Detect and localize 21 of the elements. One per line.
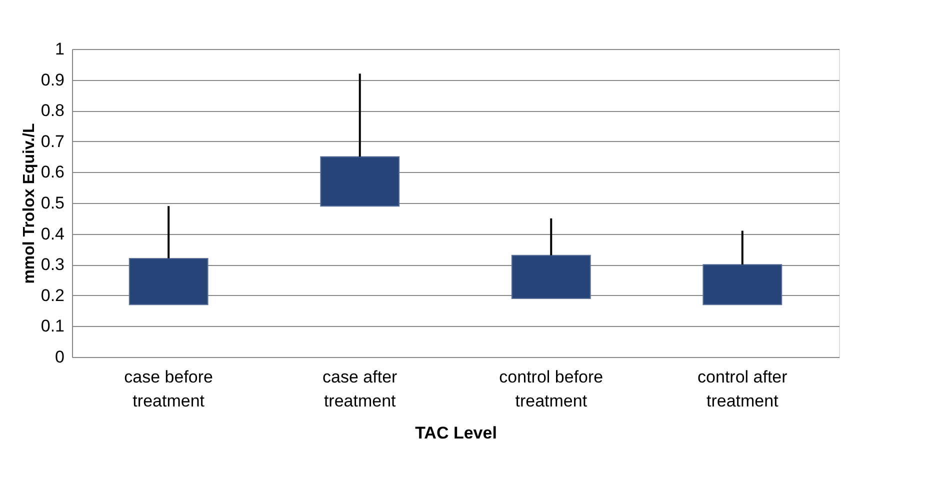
x-axis-title: TAC Level (415, 424, 497, 442)
y-tick-label: 0.3 (40, 255, 64, 274)
x-tick-label: case after treatment (322, 368, 398, 410)
bar (511, 254, 591, 299)
y-axis-title: mmol Trolox Equiv./L (20, 122, 38, 284)
y-tick-label: 0.6 (40, 162, 64, 182)
y-tick-label: 1 (55, 40, 64, 58)
y-tick-label: 0.4 (40, 224, 64, 244)
y-tick-label: 0.9 (40, 70, 64, 90)
y-tick-label: 0.2 (40, 286, 64, 305)
y-tick-label: 0.7 (40, 132, 64, 151)
bar (320, 156, 400, 207)
x-tick-label: control before treatment (499, 368, 604, 410)
y-tick-label: 0.1 (40, 316, 64, 336)
x-tick-label: case before treatment (124, 368, 214, 410)
y-tick-label: 0.5 (40, 194, 64, 212)
x-tick-label: control after treatment (698, 368, 788, 410)
bar (128, 258, 208, 306)
y-tick-label: 0 (55, 348, 64, 366)
y-tick-label: 0.8 (40, 101, 64, 120)
bar (702, 264, 782, 306)
